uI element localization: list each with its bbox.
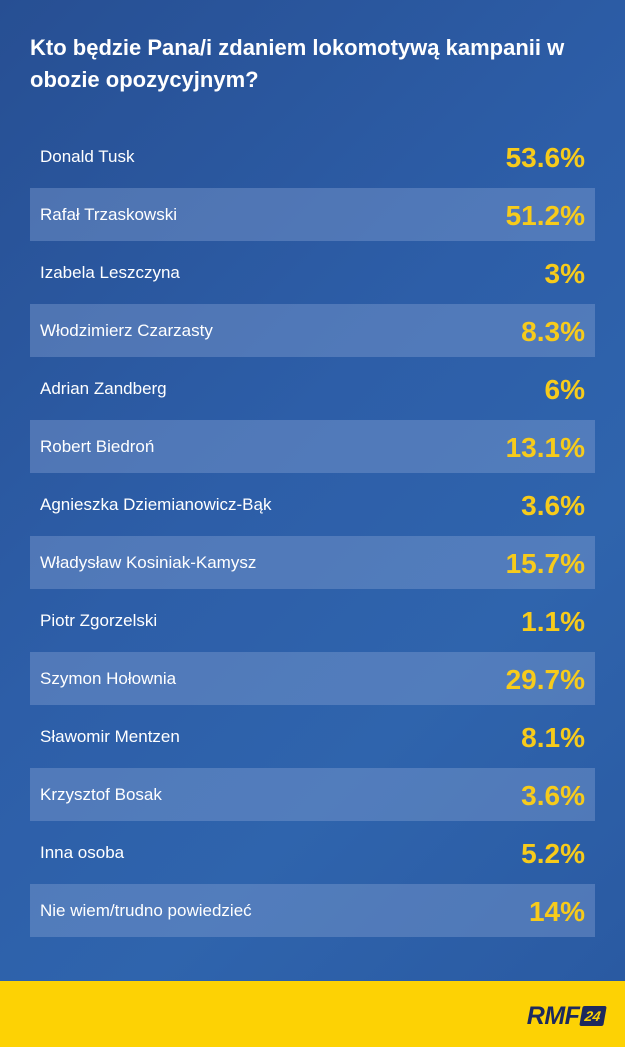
row-value: 5.2%: [521, 838, 585, 869]
row-value: 15.7%: [505, 548, 585, 579]
chart-title: Kto będzie Pana/i zdaniem lokomotywą kam…: [30, 35, 565, 92]
row-value: 3.6%: [521, 490, 585, 521]
table-row: Inna osoba 5.2%: [30, 826, 595, 879]
chart-panel: Kto będzie Pana/i zdaniem lokomotywą kam…: [0, 0, 625, 981]
table-row: Agnieszka Dziemianowicz-Bąk 3.6%: [30, 478, 595, 531]
row-label: Piotr Zgorzelski: [40, 611, 158, 630]
row-label: Władysław Kosiniak-Kamysz: [40, 553, 257, 572]
row-value: 51.2%: [505, 200, 585, 231]
table-row: Włodzimierz Czarzasty 8.3%: [30, 304, 595, 357]
table-row: Władysław Kosiniak-Kamysz 15.7%: [30, 536, 595, 589]
results-table: Donald Tusk 53.6% Rafał Trzaskowski 51.2% Iz…: [30, 130, 595, 942]
row-label: Włodzimierz Czarzasty: [40, 321, 213, 340]
row-label: Nie wiem/trudno powiedzieć: [40, 901, 252, 920]
table-row: Krzysztof Bosak 3.6%: [30, 768, 595, 821]
row-value: 13.1%: [505, 432, 585, 463]
table-row: Donald Tusk 53.6%: [30, 130, 595, 183]
row-label: Krzysztof Bosak: [40, 785, 162, 804]
row-label: Inna osoba: [40, 843, 125, 862]
table-row: Szymon Hołownia 29.7%: [30, 652, 595, 705]
table-row: Robert Biedroń 13.1%: [30, 420, 595, 473]
row-value: 8.1%: [521, 722, 585, 753]
table-row: Nie wiem/trudno powiedzieć 14%: [30, 884, 595, 937]
table-row: Rafał Trzaskowski 51.2%: [30, 188, 595, 241]
row-label: Szymon Hołownia: [40, 669, 177, 688]
table-row: Sławomir Mentzen 8.1%: [30, 710, 595, 763]
row-value: 3.6%: [521, 780, 585, 811]
row-label: Adrian Zandberg: [40, 379, 167, 398]
row-value: 3%: [544, 258, 585, 289]
row-value: 29.7%: [505, 664, 585, 695]
logo-text: RMF: [526, 1001, 580, 1030]
row-value: 14%: [528, 896, 585, 927]
row-value: 8.3%: [521, 316, 585, 347]
row-value: 53.6%: [505, 142, 585, 173]
table-row: Adrian Zandberg 6%: [30, 362, 595, 415]
logo-badge: 24: [579, 1006, 607, 1026]
row-value: 1.1%: [521, 606, 585, 637]
rmf24-logo: RMF 24: [526, 1001, 607, 1031]
row-label: Agnieszka Dziemianowicz-Bąk: [40, 495, 272, 514]
row-label: Rafał Trzaskowski: [40, 205, 177, 224]
footer-bar: RMF 24: [0, 981, 625, 1047]
row-label: Robert Biedroń: [40, 437, 155, 456]
table-row: Piotr Zgorzelski 1.1%: [30, 594, 595, 647]
table-row: Izabela Leszczyna 3%: [30, 246, 595, 299]
row-value: 6%: [544, 374, 585, 405]
row-label: Donald Tusk: [40, 147, 135, 166]
row-label: Sławomir Mentzen: [40, 727, 180, 746]
row-label: Izabela Leszczyna: [40, 263, 180, 282]
